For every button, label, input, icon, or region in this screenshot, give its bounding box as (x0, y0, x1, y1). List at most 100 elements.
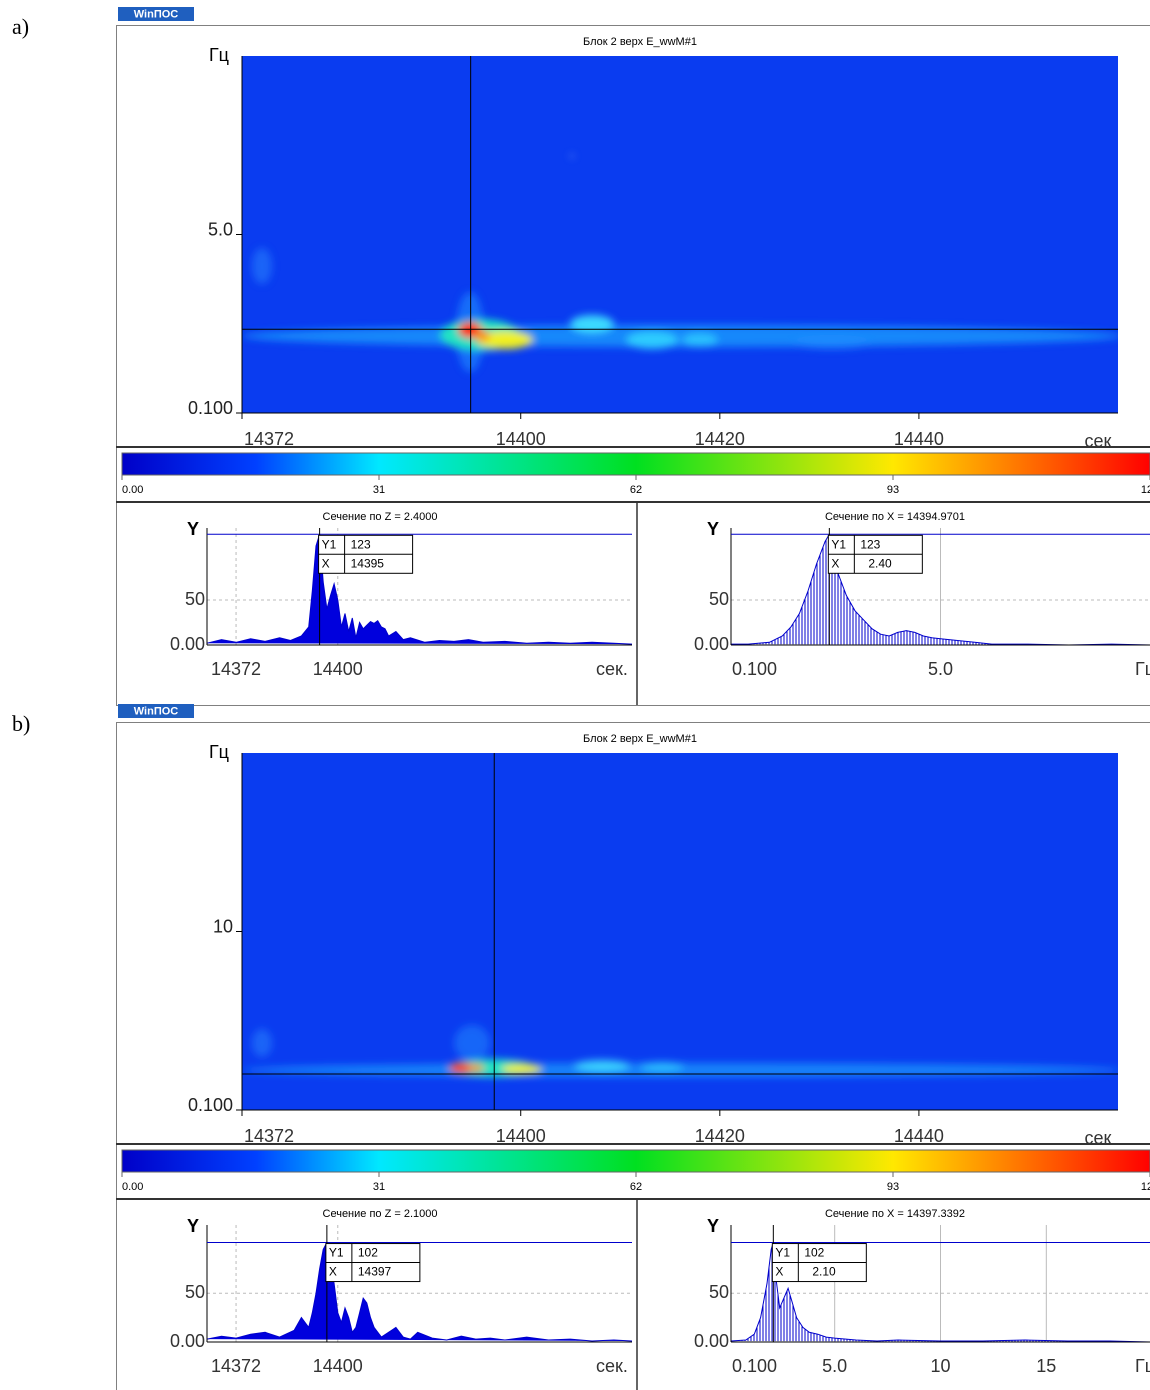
heatmap-blob (626, 331, 678, 349)
logo: WinПОС (134, 8, 179, 20)
spectrogram-title: Блок 2 верх E_wwM#1 (583, 733, 697, 745)
heatmap-blob (468, 1064, 484, 1072)
x-tick-label: 14420 (695, 429, 745, 449)
readout-value: 102 (804, 1246, 824, 1260)
readout-value: 123 (351, 537, 371, 551)
readout-value: 2.10 (812, 1265, 836, 1279)
heatmap-blob (640, 1062, 684, 1072)
heatmap-blob (252, 248, 272, 284)
spectrogram-title: Блок 2 верх E_wwM#1 (583, 36, 697, 48)
section-title: Сечение по X = 14394.9701 (825, 511, 965, 523)
colorbar-tick-label: 0.00 (122, 1181, 143, 1193)
y-tick-label: 0.00 (694, 634, 729, 654)
readout-value: 14397 (358, 1265, 392, 1279)
y-tick-label: 0.00 (694, 1331, 729, 1351)
colorbar-tick-label: 124 (1141, 1181, 1150, 1193)
colorbar-tick-label: 31 (373, 1181, 385, 1193)
section-y-label: Y (707, 1216, 719, 1236)
x-tick-label: 14440 (894, 429, 944, 449)
colorbar-tick-label: 93 (887, 484, 899, 496)
heatmap-blob (474, 330, 490, 342)
heatmap-blob (477, 331, 533, 349)
heatmap-blob (570, 315, 614, 333)
heatmap-blob (570, 154, 574, 158)
x-tick-label: 14440 (894, 1126, 944, 1146)
y-tick-label: 10 (213, 916, 233, 936)
logo: WinПОС (134, 705, 179, 717)
x-tick-label: 14420 (695, 1126, 745, 1146)
heatmap-background (242, 56, 1118, 413)
readout-name: Y1 (775, 1246, 790, 1260)
x-tick-label: 14400 (496, 429, 546, 449)
heatmap (242, 56, 1118, 413)
y-tick-label: 5.0 (208, 219, 233, 239)
section-y-label: Y (187, 519, 199, 539)
section-title: Сечение по Z = 2.1000 (323, 1208, 438, 1220)
heatmap-blob (454, 1025, 490, 1061)
x-tick-label: 14400 (313, 659, 363, 679)
readout-name: X (775, 1265, 783, 1279)
x-tick-label: 14400 (313, 1356, 363, 1376)
x-tick-label: 14372 (211, 1356, 261, 1376)
section-title: Сечение по X = 14397.3392 (825, 1208, 965, 1220)
area (206, 534, 633, 645)
section-y-label: Y (187, 1216, 199, 1236)
y-tick-label: 0.00 (170, 1331, 205, 1351)
stem-area (731, 532, 1150, 646)
y-tick-label: 0.100 (188, 1095, 233, 1115)
x-unit: сек (1085, 1128, 1112, 1148)
x-tick-label: 14372 (211, 659, 261, 679)
x-unit: сек. (596, 659, 628, 679)
colorbar-tick-label: 31 (373, 484, 385, 496)
area (206, 1240, 633, 1342)
heatmap-background (242, 753, 1118, 1110)
y-tick-label: 50 (709, 1282, 729, 1302)
heatmap-blob (792, 335, 872, 349)
colorbar (121, 452, 1150, 476)
y-unit: Гц (209, 742, 229, 762)
readout-value: 123 (860, 537, 880, 551)
readout-name: Y1 (322, 537, 337, 551)
panel-label: a) (12, 14, 29, 39)
readout-value: 14395 (351, 556, 385, 570)
logo-box (118, 704, 194, 718)
x-tick-label: 0.100 (732, 659, 777, 679)
readout-name: X (831, 556, 839, 570)
heatmap-blob (252, 1029, 272, 1057)
readout-name: X (322, 556, 330, 570)
heatmap-blob (449, 1063, 475, 1073)
panel-label: b) (12, 711, 30, 736)
x-unit: Гц (1135, 659, 1150, 679)
x-tick-label: 14372 (244, 1126, 294, 1146)
x-tick-label: 15 (1036, 1356, 1056, 1376)
readout-name: X (329, 1265, 337, 1279)
x-tick-label: 5.0 (822, 1356, 847, 1376)
y-unit: Гц (209, 45, 229, 65)
section-title: Сечение по Z = 2.4000 (323, 511, 438, 523)
colorbar-tick-label: 124 (1141, 484, 1150, 496)
heatmap-blob (682, 333, 718, 347)
y-tick-label: 0.00 (170, 634, 205, 654)
colorbar-tick-label: 93 (887, 1181, 899, 1193)
heatmap-blob (242, 325, 1118, 347)
x-tick-label: 14400 (496, 1126, 546, 1146)
readout-name: Y1 (831, 537, 846, 551)
heatmap (242, 753, 1118, 1110)
x-unit: Гц (1135, 1356, 1150, 1376)
colorbar-tick-label: 0.00 (122, 484, 143, 496)
x-tick-label: 0.100 (732, 1356, 777, 1376)
colorbar-tick-label: 62 (630, 1181, 642, 1193)
x-tick-label: 5.0 (928, 659, 953, 679)
x-unit: сек (1085, 431, 1112, 451)
readout-name: Y1 (329, 1246, 344, 1260)
y-tick-label: 0.100 (188, 398, 233, 418)
heatmap-blob (574, 1060, 630, 1072)
section-y-label: Y (707, 519, 719, 539)
readout-value: 102 (358, 1246, 378, 1260)
y-tick-label: 50 (185, 589, 205, 609)
colorbar (121, 1149, 1150, 1173)
heatmap-blobs (242, 154, 1118, 372)
x-tick-label: 14372 (244, 429, 294, 449)
